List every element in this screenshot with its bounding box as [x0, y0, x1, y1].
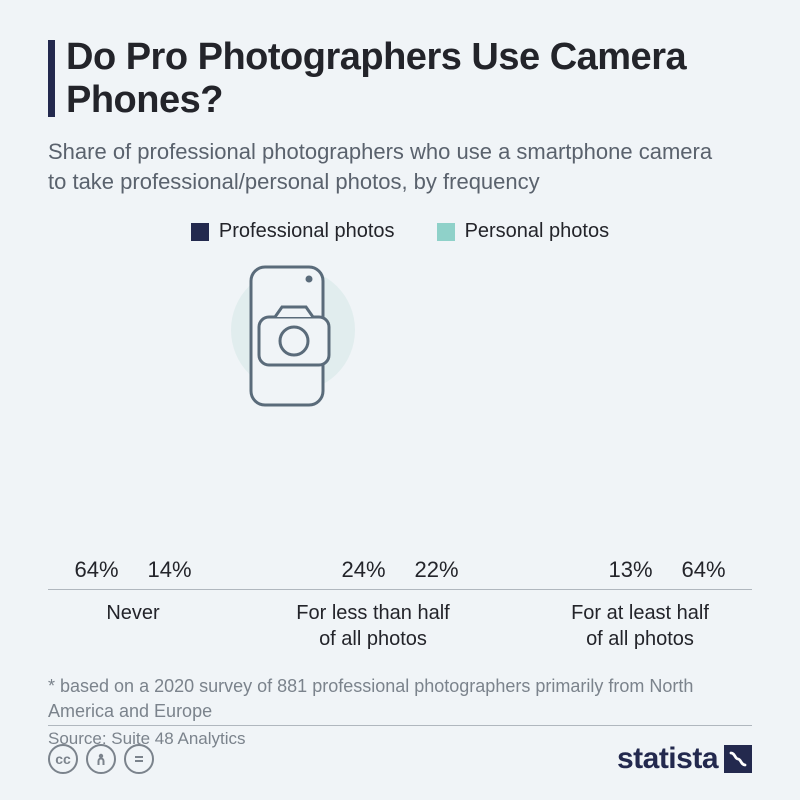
chart-legend: Professional photos Personal photos	[48, 220, 752, 243]
title-accent-bar	[48, 40, 55, 117]
legend-swatch-professional	[191, 223, 209, 241]
legend-label-personal: Personal photos	[465, 220, 610, 243]
category-labels: Never For less than halfof all photos For …	[48, 600, 752, 652]
category-label: For less than halfof all photos	[263, 600, 483, 652]
bar-value-label: 64%	[681, 557, 725, 583]
footer: cc statista	[48, 725, 752, 776]
bar-value-label: 24%	[341, 557, 385, 583]
legend-swatch-personal	[437, 223, 455, 241]
statista-logo: statista	[617, 742, 752, 776]
title-block: Do Pro Photographers Use Camera Phones?	[48, 36, 752, 121]
brand-text: statista	[617, 742, 718, 776]
chart-subtitle: Share of professional photographers who …	[48, 137, 728, 196]
bar-group: 13% 64%	[594, 557, 740, 589]
bar-value-label: 14%	[147, 557, 191, 583]
brand-mark-icon	[724, 745, 752, 773]
legend-item-personal: Personal photos	[437, 220, 610, 243]
cc-by-icon	[86, 744, 116, 774]
bar-value-label: 22%	[414, 557, 458, 583]
bar-group: 64% 14%	[60, 557, 206, 589]
legend-item-professional: Professional photos	[191, 220, 395, 243]
license-icons: cc	[48, 744, 154, 774]
chart-title: Do Pro Photographers Use Camera Phones?	[66, 36, 752, 121]
chart-footnote: * based on a 2020 survey of 881 professi…	[48, 674, 752, 723]
phone-camera-icon	[213, 255, 363, 430]
legend-label-professional: Professional photos	[219, 220, 395, 243]
cc-nd-icon	[124, 744, 154, 774]
bar-chart: 64% 14% 24% 22% 13% 64%	[48, 255, 752, 590]
category-label: For at least halfof all photos	[540, 600, 740, 652]
bar-group: 24% 22%	[327, 557, 473, 589]
bar-value-label: 13%	[608, 557, 652, 583]
cc-icon: cc	[48, 744, 78, 774]
bar-value-label: 64%	[74, 557, 118, 583]
category-label: Never	[60, 600, 206, 652]
